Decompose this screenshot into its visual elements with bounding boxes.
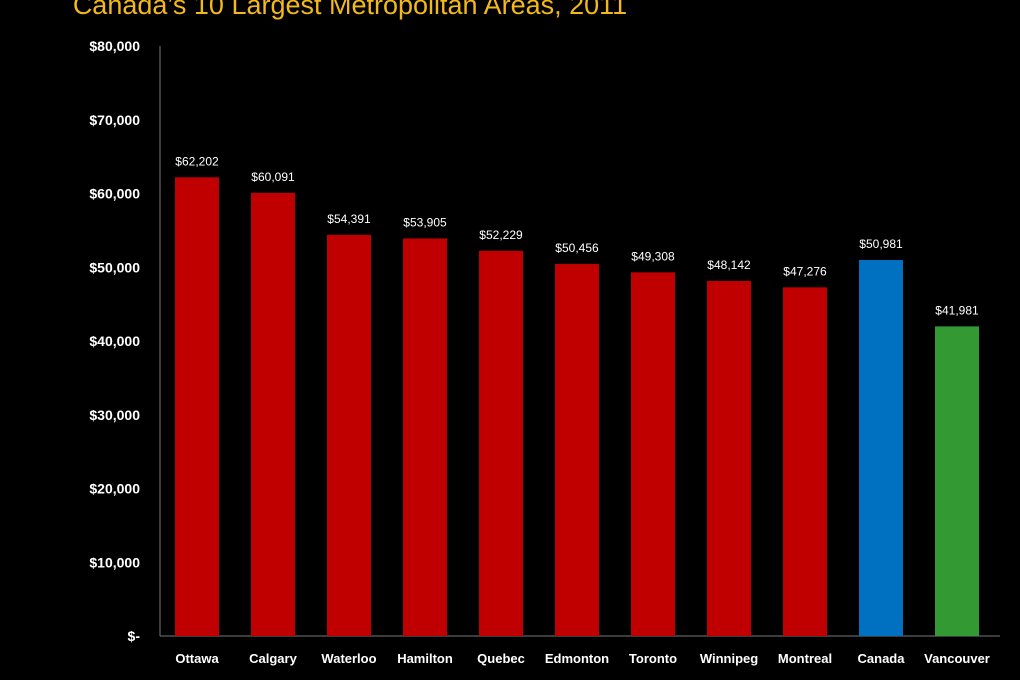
bar-montreal xyxy=(783,287,827,636)
data-label: $50,981 xyxy=(859,237,903,251)
x-tick-label: Quebec xyxy=(477,651,525,666)
data-label: $60,091 xyxy=(251,170,295,184)
bar-ottawa xyxy=(175,177,219,636)
data-label: $49,308 xyxy=(631,249,675,263)
y-tick-label: $10,000 xyxy=(89,554,140,570)
data-label: $41,981 xyxy=(935,303,979,317)
data-label: $54,391 xyxy=(327,212,371,226)
x-tick-label: Winnipeg xyxy=(700,651,758,666)
data-label: $52,229 xyxy=(479,228,523,242)
x-tick-label: Canada xyxy=(858,651,906,666)
x-tick-label: Edmonton xyxy=(545,651,609,666)
bar-waterloo xyxy=(327,234,371,636)
bar-canada xyxy=(859,260,903,636)
data-label: $50,456 xyxy=(555,241,599,255)
bar-vancouver xyxy=(935,326,979,636)
chart-title: Canada’s 10 Largest Metropolitan Areas, … xyxy=(72,0,628,20)
data-label: $62,202 xyxy=(175,154,219,168)
x-tick-label: Ottawa xyxy=(175,651,219,666)
bar-toronto xyxy=(631,272,675,636)
bar-edmonton xyxy=(555,263,599,636)
y-tick-label: $60,000 xyxy=(89,186,140,202)
y-tick-label: $30,000 xyxy=(89,407,140,423)
y-tick-label: $80,000 xyxy=(89,38,140,54)
x-tick-label: Waterloo xyxy=(321,651,376,666)
x-tick-label: Hamilton xyxy=(397,651,453,666)
x-tick-label: Vancouver xyxy=(924,651,990,666)
bar-calgary xyxy=(251,192,295,637)
x-tick-label: Toronto xyxy=(629,651,677,666)
data-label: $47,276 xyxy=(783,264,827,278)
bar-quebec xyxy=(479,250,523,636)
data-label: $53,905 xyxy=(403,215,447,229)
x-tick-label: Calgary xyxy=(249,651,297,666)
x-tick-label: Montreal xyxy=(778,651,832,666)
y-tick-label: $20,000 xyxy=(89,481,140,497)
bar-hamilton xyxy=(403,238,447,636)
y-tick-label: $40,000 xyxy=(89,333,140,349)
y-tick-label: $50,000 xyxy=(89,259,140,275)
y-tick-label: $70,000 xyxy=(89,112,140,128)
data-label: $48,142 xyxy=(707,258,751,272)
y-tick-label: $- xyxy=(128,628,141,644)
bar-winnipeg xyxy=(707,280,751,636)
